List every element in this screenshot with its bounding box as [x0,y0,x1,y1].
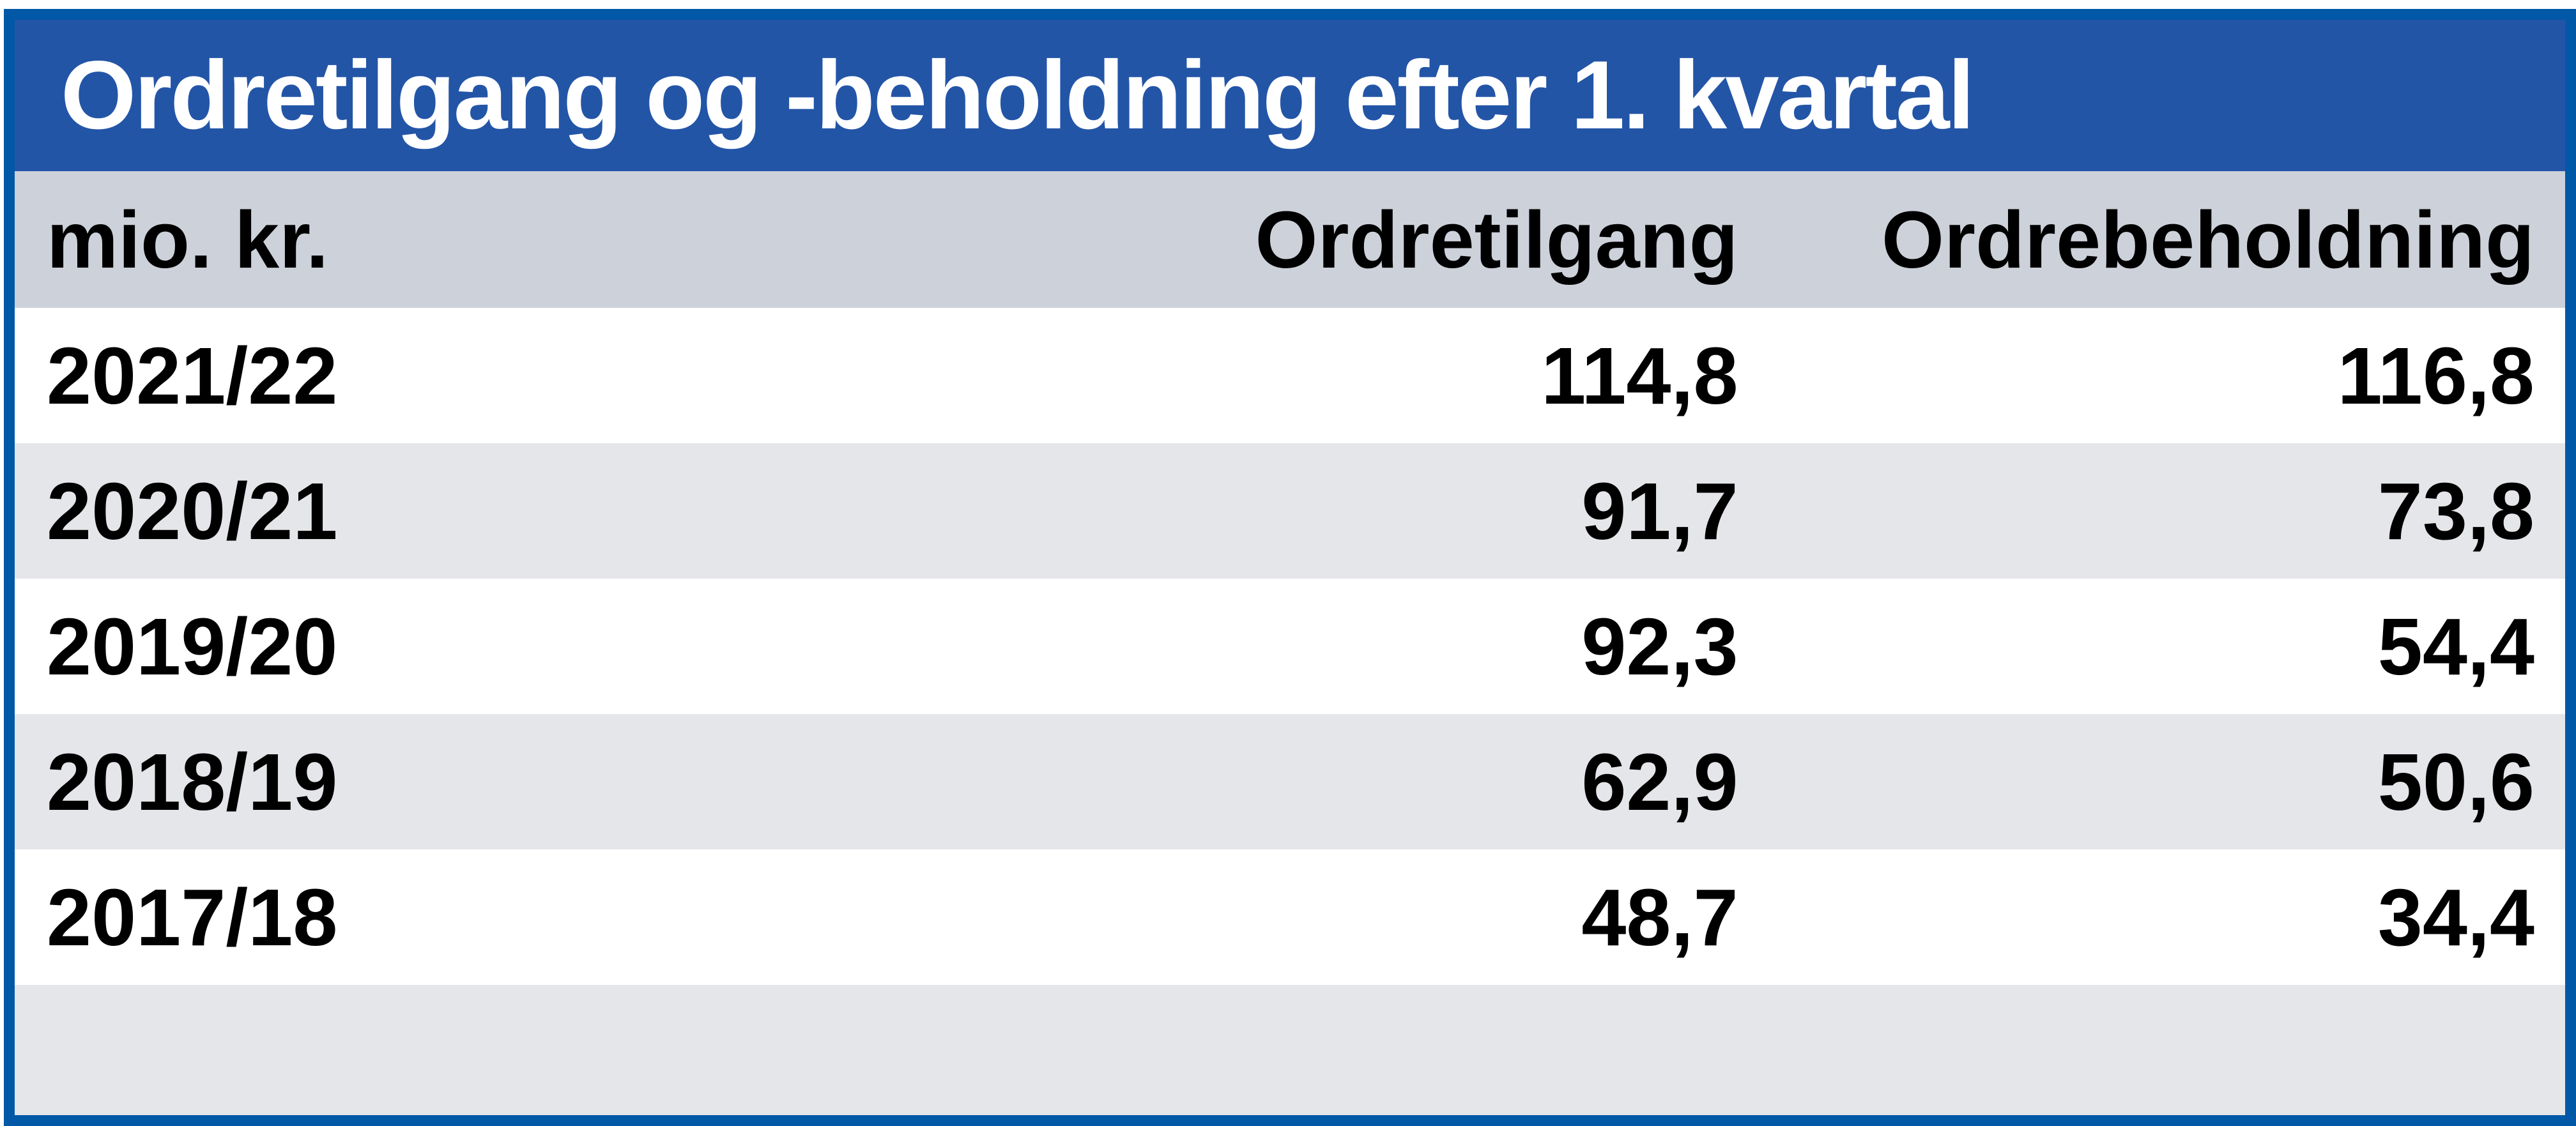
empty-footer-row [15,985,2565,1115]
orders-table: mio. kr. Ordretilgang Ordrebeholdning 20… [15,171,2565,985]
table-frame: Ordretilgang og -beholdning efter 1. kva… [4,9,2576,1126]
ordretilgang-cell: 114,8 [1165,308,1739,443]
ordrebeholdning-cell: 116,8 [1738,308,2565,443]
table-row-2020-21: 2020/21 91,7 73,8 [15,443,2565,579]
period-cell: 2018/19 [15,714,1166,849]
period-cell: 2017/18 [15,849,1166,985]
column-header-ordrebeholdning: Ordrebeholdning [1738,171,2565,308]
period-cell: 2019/20 [15,579,1166,714]
table-header-row: mio. kr. Ordretilgang Ordrebeholdning [15,171,2565,308]
ordretilgang-cell: 48,7 [1165,849,1739,985]
table-row-2021-22: 2021/22 114,8 116,8 [15,308,2565,443]
page-title: Ordretilgang og -beholdning efter 1. kva… [61,41,1975,149]
ordretilgang-cell: 62,9 [1165,714,1739,849]
unit-label-header: mio. kr. [15,171,1166,308]
table-row-2019-20: 2019/20 92,3 54,4 [15,579,2565,714]
ordrebeholdning-cell: 34,4 [1738,849,2565,985]
ordretilgang-cell: 91,7 [1165,443,1739,579]
ordrebeholdning-cell: 54,4 [1738,579,2565,714]
period-cell: 2021/22 [15,308,1166,443]
table-row-2017-18: 2017/18 48,7 34,4 [15,849,2565,985]
table-title-bar: Ordretilgang og -beholdning efter 1. kva… [15,20,2565,171]
ordrebeholdning-cell: 73,8 [1738,443,2565,579]
ordretilgang-cell: 92,3 [1165,579,1739,714]
ordrebeholdning-cell: 50,6 [1738,714,2565,849]
period-cell: 2020/21 [15,443,1166,579]
table-row-2018-19: 2018/19 62,9 50,6 [15,714,2565,849]
column-header-ordretilgang: Ordretilgang [1165,171,1739,308]
